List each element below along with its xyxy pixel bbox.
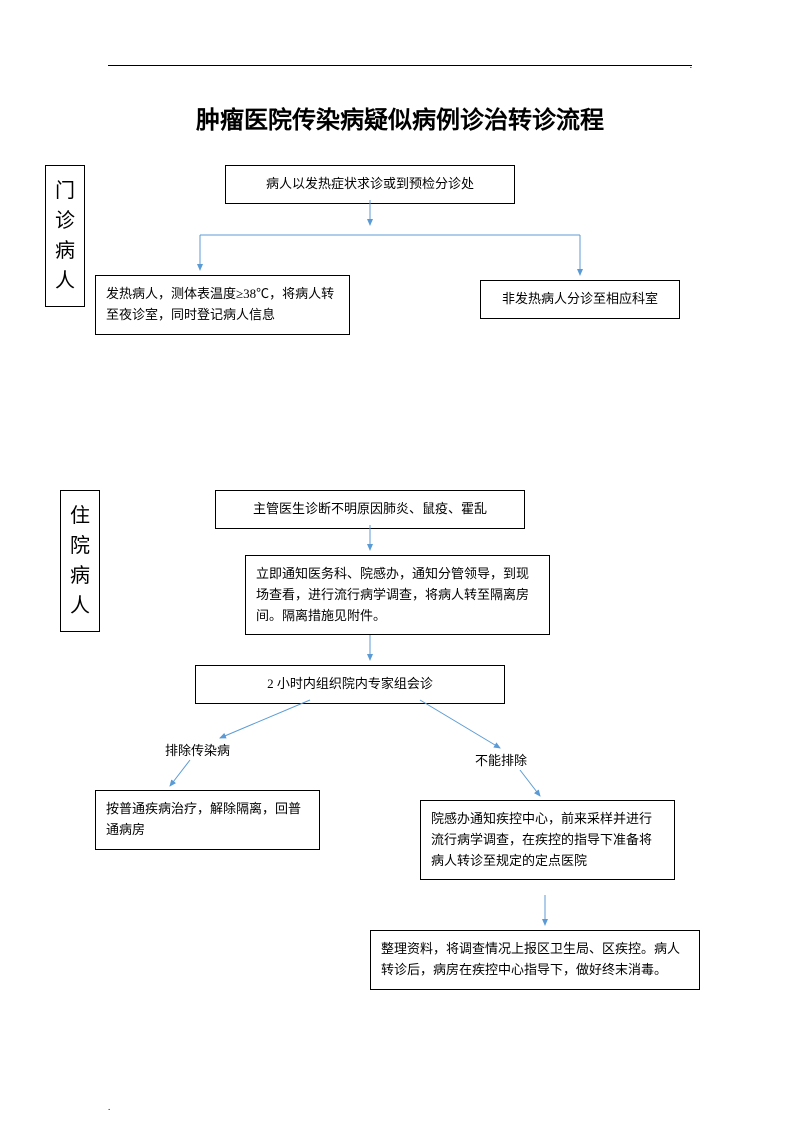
box-fever-patient: 发热病人，测体表温度≥38℃，将病人转至夜诊室，同时登记病人信息 <box>95 275 350 335</box>
box-inpatient-start: 主管医生诊断不明原因肺炎、鼠疫、霍乱 <box>215 490 525 529</box>
label-exclude: 排除传染病 <box>165 740 230 759</box>
box-exclude-result: 按普通疾病治疗，解除隔离，回普通病房 <box>95 790 320 850</box>
side-label-inpatient: 住院病人 <box>60 490 100 632</box>
box-consult: 2 小时内组织院内专家组会诊 <box>195 665 505 704</box>
box-nonfever-patient: 非发热病人分诊至相应科室 <box>480 280 680 319</box>
label-not-exclude: 不能排除 <box>475 750 527 769</box>
box-notify: 立即通知医务科、院感办，通知分管领导，到现场查看，进行流行病学调查，将病人转至隔… <box>245 555 550 635</box>
box-final: 整理资料，将调查情况上报区卫生局、区疾控。病人转诊后，病房在疾控中心指导下，做好… <box>370 930 700 990</box>
side-label-outpatient: 门诊病人 <box>45 165 85 307</box>
page-mark-bl: . <box>108 1102 110 1112</box>
box-outpatient-start: 病人以发热症状求诊或到预检分诊处 <box>225 165 515 204</box>
header-rule <box>108 65 692 66</box>
page-title: 肿瘤医院传染病疑似病例诊治转诊流程 <box>0 100 800 135</box>
box-not-exclude-result: 院感办通知疾控中心，前来采样并进行流行病学调查，在疾控的指导下准备将病人转诊至规… <box>420 800 675 880</box>
